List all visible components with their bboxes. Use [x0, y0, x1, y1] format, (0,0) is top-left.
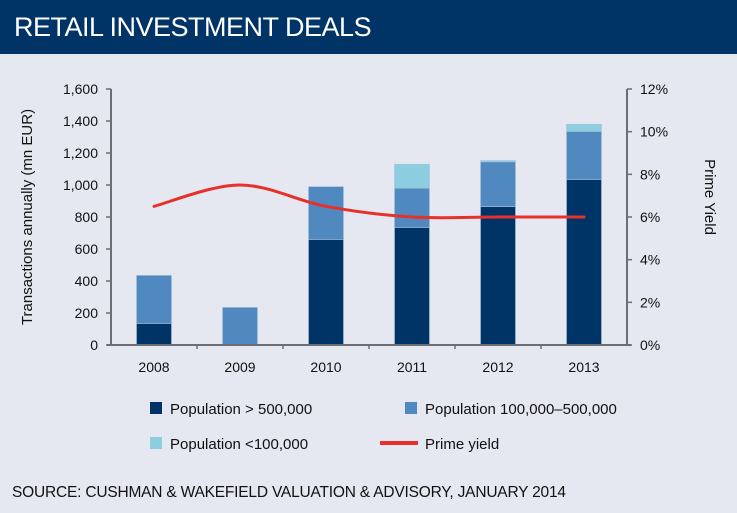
bar-2010-series-1: [308, 186, 344, 240]
legend-label-0: Population > 500,000: [170, 401, 312, 418]
bar-2011-series-0: [394, 227, 430, 346]
x-tick-label: 2008: [138, 359, 169, 375]
left-tick-label: 600: [75, 241, 99, 257]
bar-2011-series-1: [394, 187, 430, 228]
x-tick-label: 2013: [568, 359, 599, 375]
prime-yield-line: [152, 183, 586, 220]
header-banner: RETAIL INVESTMENT DEALS: [0, 0, 737, 54]
bar-2008-series-1: [136, 275, 172, 324]
bars-layer: [136, 123, 602, 346]
left-tick-label: 200: [75, 305, 99, 321]
left-tick-label: 800: [75, 209, 99, 225]
bar-2012-series-1: [480, 161, 516, 207]
left-tick-label: 400: [75, 273, 99, 289]
legend: Population > 500,000 Population 100,000–5…: [150, 401, 617, 453]
left-tick-label: 0: [90, 337, 98, 353]
bar-2012-series-2: [480, 160, 516, 163]
legend-label-1: Population 100,000–500,000: [425, 401, 617, 418]
right-tick-label: 10%: [640, 124, 668, 140]
right-tick-label: 0%: [640, 337, 660, 353]
line-layer: [152, 183, 586, 220]
left-tick-label: 1,000: [63, 177, 98, 193]
bar-2013-series-2: [566, 123, 602, 132]
left-tick-label: 1,200: [63, 145, 98, 161]
bar-2008-series-0: [136, 323, 172, 346]
axes-layer: 0 200 400 600 800 1,000 1,200 1,400 1,600 0% 2% 4% 6…: [19, 81, 718, 375]
x-tick-label: 2012: [482, 359, 513, 375]
left-axis-title: Transactions annually (mn EUR): [19, 109, 36, 325]
chart-title: RETAIL INVESTMENT DEALS: [14, 12, 372, 42]
left-tick-label: 1,400: [63, 113, 98, 129]
x-tick-label: 2011: [397, 359, 427, 375]
right-axis-title: Prime Yield: [701, 159, 718, 235]
right-tick-label: 8%: [640, 166, 660, 182]
bar-2010-series-0: [308, 239, 344, 346]
legend-swatch-2: [150, 437, 162, 449]
x-tick-label: 2009: [224, 359, 255, 375]
chart: 0 200 400 600 800 1,000 1,200 1,400 1,600 0% 2% 4% 6…: [19, 81, 718, 453]
right-tick-label: 6%: [640, 209, 660, 225]
bar-2009-series-1: [222, 307, 258, 346]
bar-2013-series-0: [566, 179, 602, 346]
legend-label-3: Prime yield: [425, 436, 499, 453]
right-tick-label: 4%: [640, 252, 660, 268]
right-tick-label: 12%: [640, 81, 668, 97]
x-tick-label: 2010: [310, 359, 341, 375]
source-note: SOURCE: CUSHMAN & WAKEFIELD VALUATION & …: [12, 484, 566, 501]
bar-2011-series-2: [394, 163, 430, 189]
legend-swatch-1: [405, 402, 417, 414]
bar-2012-series-0: [480, 206, 516, 346]
bar-2013-series-1: [566, 131, 602, 180]
legend-swatch-0: [150, 402, 162, 414]
left-tick-label: 1,600: [63, 81, 98, 97]
right-tick-label: 2%: [640, 294, 660, 310]
legend-label-2: Population <100,000: [170, 436, 308, 453]
